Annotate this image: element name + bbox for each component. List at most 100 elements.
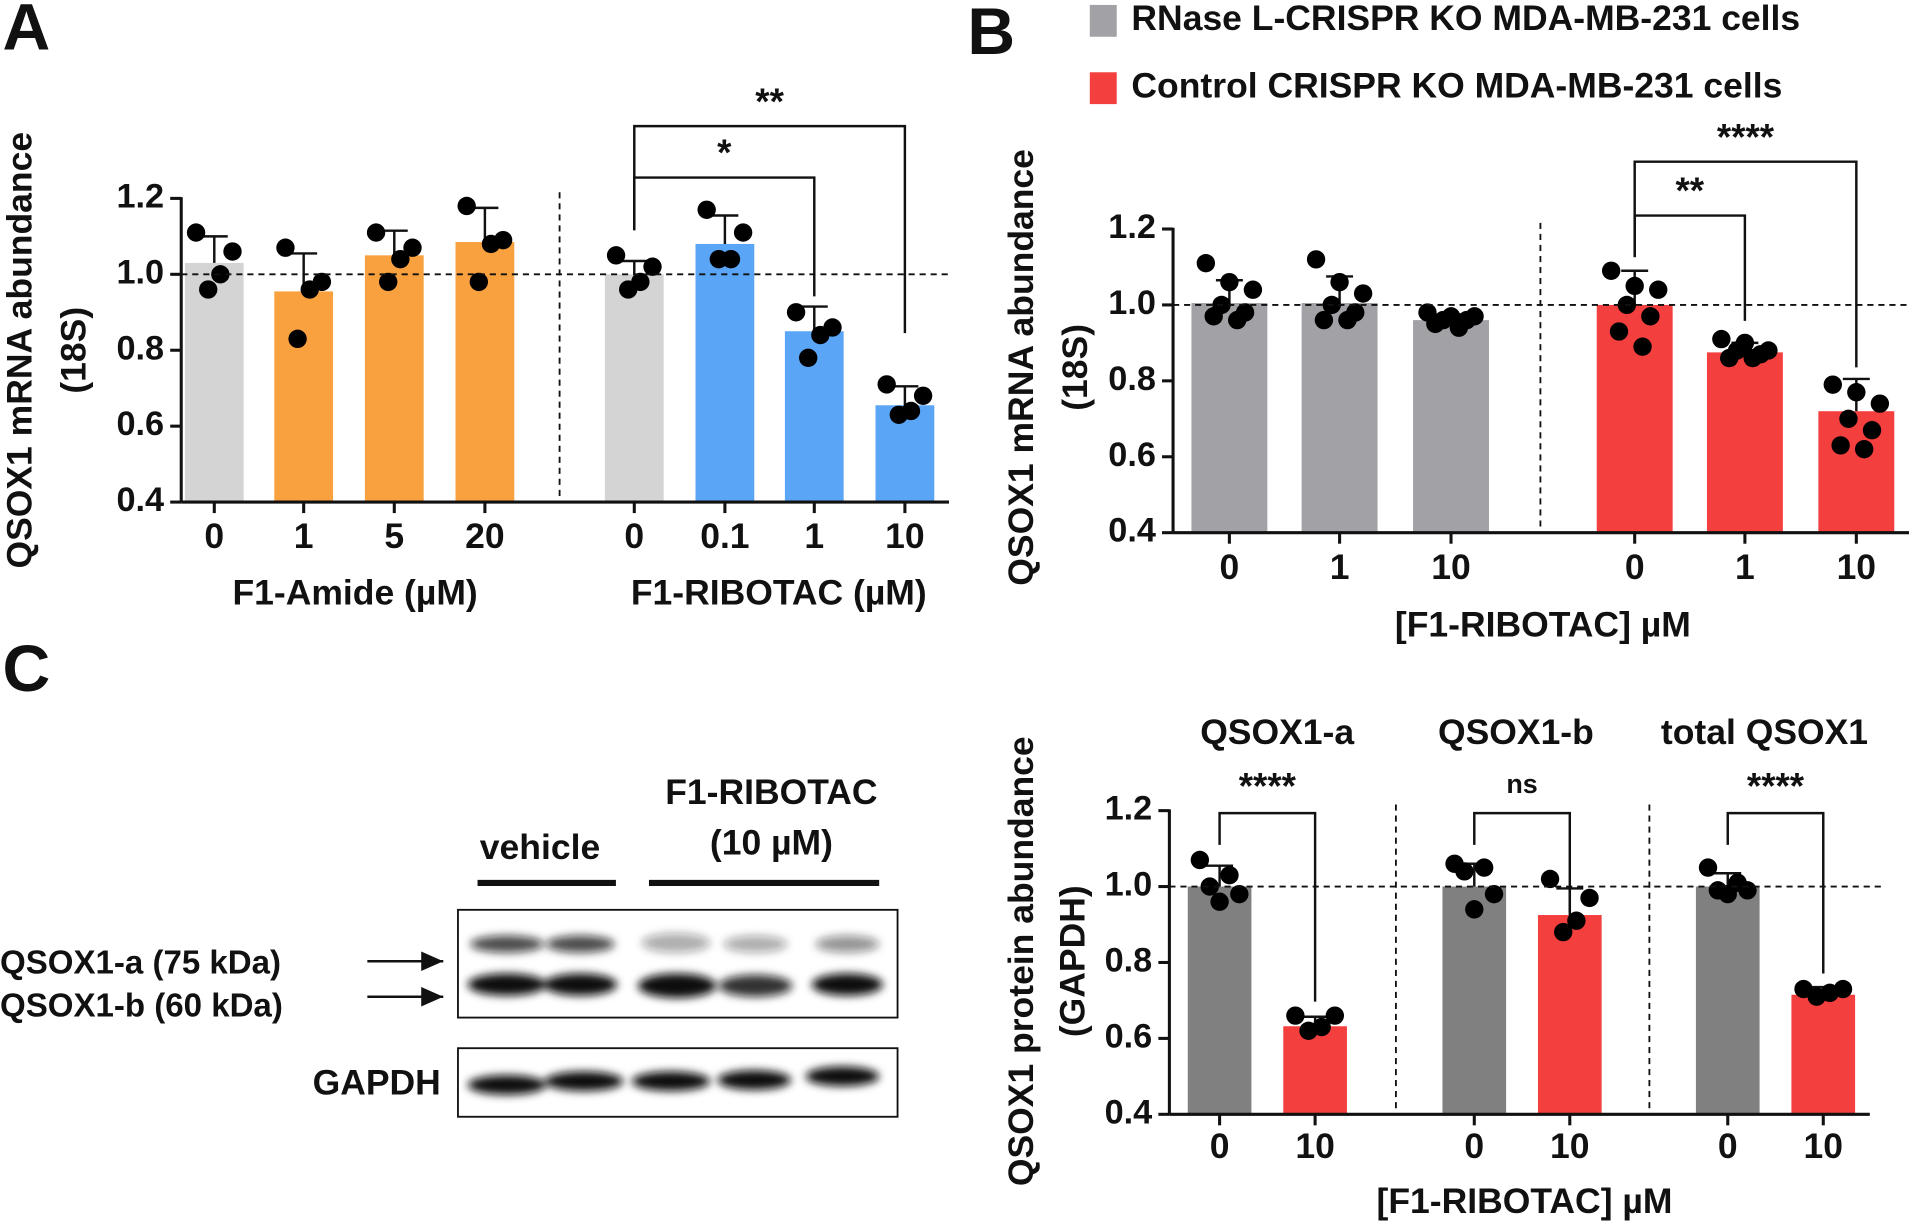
group-label: F1-Amide (µM) xyxy=(232,573,477,613)
error-bar xyxy=(1714,872,1742,887)
data-point xyxy=(366,223,386,242)
significance-bracket xyxy=(1473,811,1572,913)
group-title: QSOX1-b xyxy=(1438,712,1594,752)
significance-bracket xyxy=(633,124,907,334)
data-point xyxy=(1306,250,1326,269)
significance-label: * xyxy=(717,132,732,173)
data-point xyxy=(1823,375,1842,394)
band-label: QSOX1-a (75 kDa) xyxy=(0,945,281,982)
y-tick-label: 0.4 xyxy=(1105,1093,1153,1131)
x-tick-label: 20 xyxy=(465,516,505,556)
x-tick-label: 0 xyxy=(1718,1126,1738,1166)
band-label: QSOX1-b (60 kDa) xyxy=(0,988,283,1025)
y-tick-label: 0.8 xyxy=(116,329,164,367)
x-tick-label: 10 xyxy=(1837,547,1877,587)
data-point xyxy=(799,348,818,368)
bar xyxy=(1283,1026,1347,1115)
data-point xyxy=(913,386,933,405)
data-point xyxy=(1228,310,1247,330)
data-point xyxy=(1353,284,1373,303)
data-point xyxy=(709,249,729,269)
data-point xyxy=(379,272,398,292)
x-tick-label: 0 xyxy=(1220,547,1240,587)
data-point xyxy=(1712,329,1731,349)
significance-label: ns xyxy=(1506,769,1537,799)
data-point xyxy=(1455,862,1474,881)
data-point xyxy=(1299,1021,1318,1040)
x-axis-label: [F1-RIBOTAC] µM xyxy=(1377,1181,1673,1221)
y-tick-label: 1.2 xyxy=(1108,208,1156,246)
y-tick-label: 1.0 xyxy=(1105,866,1153,904)
data-point xyxy=(811,325,830,345)
y-tick-label: 0.4 xyxy=(116,481,164,519)
data-point xyxy=(1286,1006,1305,1025)
data-point xyxy=(1474,858,1494,877)
data-point xyxy=(1633,337,1652,356)
y-tick-label: 1.0 xyxy=(116,253,164,291)
bar xyxy=(1791,994,1856,1115)
bar xyxy=(1442,886,1507,1115)
error-bar xyxy=(1206,864,1234,887)
significance-label: ** xyxy=(755,81,784,122)
data-point xyxy=(1567,911,1586,930)
legend-swatch xyxy=(1089,4,1117,37)
bar xyxy=(364,255,424,503)
data-point xyxy=(1738,881,1757,900)
data-point xyxy=(643,257,662,276)
panel-label: A xyxy=(2,0,50,64)
error-bar xyxy=(380,229,408,256)
y-axis-label: (GAPDH) xyxy=(1052,885,1092,1037)
y-tick-label: 1.2 xyxy=(1105,790,1153,828)
bar xyxy=(274,291,334,503)
bar xyxy=(1187,886,1252,1115)
bar xyxy=(1413,320,1489,533)
group-title: QSOX1-a xyxy=(1200,712,1354,752)
data-point xyxy=(1649,280,1668,299)
y-tick-label: 0.6 xyxy=(1105,1017,1153,1055)
error-bar xyxy=(200,235,228,263)
bar xyxy=(1706,352,1783,533)
data-point xyxy=(1847,383,1866,402)
bar xyxy=(1301,303,1378,533)
data-point xyxy=(1870,394,1890,413)
significance-label: **** xyxy=(1239,765,1297,806)
lane-label: (10 µM) xyxy=(710,822,833,862)
data-point xyxy=(1204,307,1223,326)
data-point xyxy=(1718,884,1737,904)
y-tick-label: 0.6 xyxy=(1108,436,1156,474)
y-tick-label: 0.8 xyxy=(1105,942,1153,980)
significance-bracket xyxy=(1218,811,1317,1002)
data-point xyxy=(1625,276,1644,296)
x-tick-label: 5 xyxy=(384,516,404,556)
legend-label: Control CRISPR KO MDA-MB-231 cells xyxy=(1131,66,1782,106)
data-point xyxy=(1839,409,1858,428)
y-axis-label: QSOX1 mRNA abundance xyxy=(1001,149,1041,586)
data-point xyxy=(223,242,242,261)
x-tick-label: 10 xyxy=(885,516,925,556)
data-point xyxy=(1449,318,1469,337)
bar xyxy=(1695,886,1760,1115)
y-tick-label: 0.8 xyxy=(1108,360,1156,398)
data-point xyxy=(606,246,626,265)
data-point xyxy=(889,405,909,424)
data-point xyxy=(1190,850,1210,870)
data-point xyxy=(288,329,307,349)
x-tick-label: 0 xyxy=(1210,1126,1230,1166)
data-point xyxy=(1720,348,1739,368)
x-tick-label: 10 xyxy=(1295,1126,1335,1166)
x-tick-label: 0.1 xyxy=(700,516,749,556)
y-tick-label: 1.2 xyxy=(116,177,164,215)
x-tick-label: 10 xyxy=(1431,547,1471,587)
data-point xyxy=(1698,858,1718,877)
data-point xyxy=(1243,280,1263,299)
data-point xyxy=(1831,436,1850,455)
data-point xyxy=(1484,884,1504,904)
error-bar xyxy=(711,214,739,244)
error-bar xyxy=(891,385,919,406)
data-point xyxy=(1854,439,1874,459)
data-point xyxy=(1230,884,1249,904)
x-tick-label: 1 xyxy=(804,516,824,556)
bar xyxy=(1191,303,1268,533)
chart: 0.4 0.6 0.8 1.0 1.2 0 1 10 0 1 10 QSOX1 mRNA abunda… xyxy=(1001,0,1911,644)
